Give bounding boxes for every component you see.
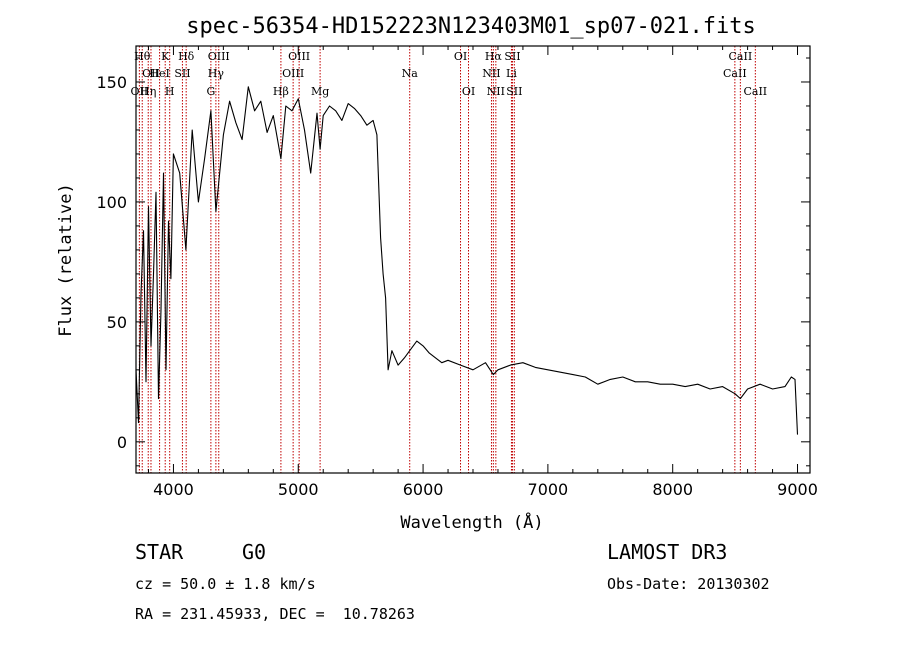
chart-title: spec-56354-HD152223N123403M01_sp07-021.f… (186, 14, 756, 39)
line-label-14: OIII (288, 50, 310, 63)
x-tick-label-3: 7000 (528, 480, 569, 499)
coordinates: RA = 231.45933, DEC = 10.78263 (135, 605, 415, 623)
y-tick-label-2: 100 (96, 193, 127, 212)
spectral-line-labels: OIIHθHηOIIHeIKHSIIHδGHγOIIIHβOIIIOIIIMgN… (131, 50, 768, 98)
line-label-25: CaII (723, 67, 747, 80)
observation-date: Obs-Date: 20130302 (607, 575, 770, 593)
plot-frame (135, 45, 811, 474)
line-label-9: G (206, 85, 215, 98)
x-tick-label-4: 8000 (652, 480, 693, 499)
line-label-13: OIII (282, 67, 304, 80)
line-label-23: SII (504, 50, 520, 63)
flux-series-line (135, 86, 799, 435)
y-axis-ticks: 0 50 100 150 (96, 57, 810, 467)
object-subclass: G0 (242, 540, 266, 564)
line-label-20: Hα (485, 50, 503, 63)
line-label-4: HeI (149, 67, 169, 80)
line-label-1: Hθ (134, 50, 151, 63)
x-axis-ticks: 4000 5000 6000 7000 8000 9000 (147, 46, 818, 499)
y-tick-label-0: 0 (117, 433, 127, 452)
survey-name: LAMOST DR3 (607, 540, 727, 564)
line-label-10: Hγ (208, 67, 225, 80)
redshift-value: cz = 50.0 ± 1.8 km/s (135, 575, 316, 593)
y-axis-label: Flux (relative) (56, 183, 76, 337)
line-label-6: H (165, 85, 175, 98)
object-class: STAR (135, 540, 184, 564)
line-label-21: NII (487, 85, 505, 98)
line-label-2: Hη (140, 85, 156, 98)
line-label-22: Li (506, 67, 517, 80)
line-label-0: OII (131, 85, 149, 98)
line-label-19: NII (482, 67, 500, 80)
line-label-17: OI (454, 50, 467, 63)
line-label-26: CaII (729, 50, 753, 63)
line-label-27: CaII (743, 85, 767, 98)
line-label-24: SII (506, 85, 522, 98)
line-label-8: Hδ (178, 50, 195, 63)
y-tick-label-1: 50 (107, 313, 127, 332)
line-label-3: OII (142, 67, 160, 80)
line-label-18: OI (462, 85, 475, 98)
x-tick-label-1: 5000 (278, 480, 319, 499)
x-axis-label: Wavelength (Å) (400, 511, 543, 533)
line-label-11: OIII (208, 50, 230, 63)
y-tick-label-3: 150 (96, 73, 127, 92)
line-label-12: Hβ (273, 85, 289, 98)
line-label-16: Na (402, 67, 419, 80)
line-label-15: Mg (311, 85, 329, 98)
x-tick-label-2: 6000 (403, 480, 444, 499)
x-tick-label-0: 4000 (153, 480, 194, 499)
line-label-7: SII (174, 67, 190, 80)
x-tick-label-5: 9000 (777, 480, 818, 499)
line-label-5: K (161, 50, 170, 63)
